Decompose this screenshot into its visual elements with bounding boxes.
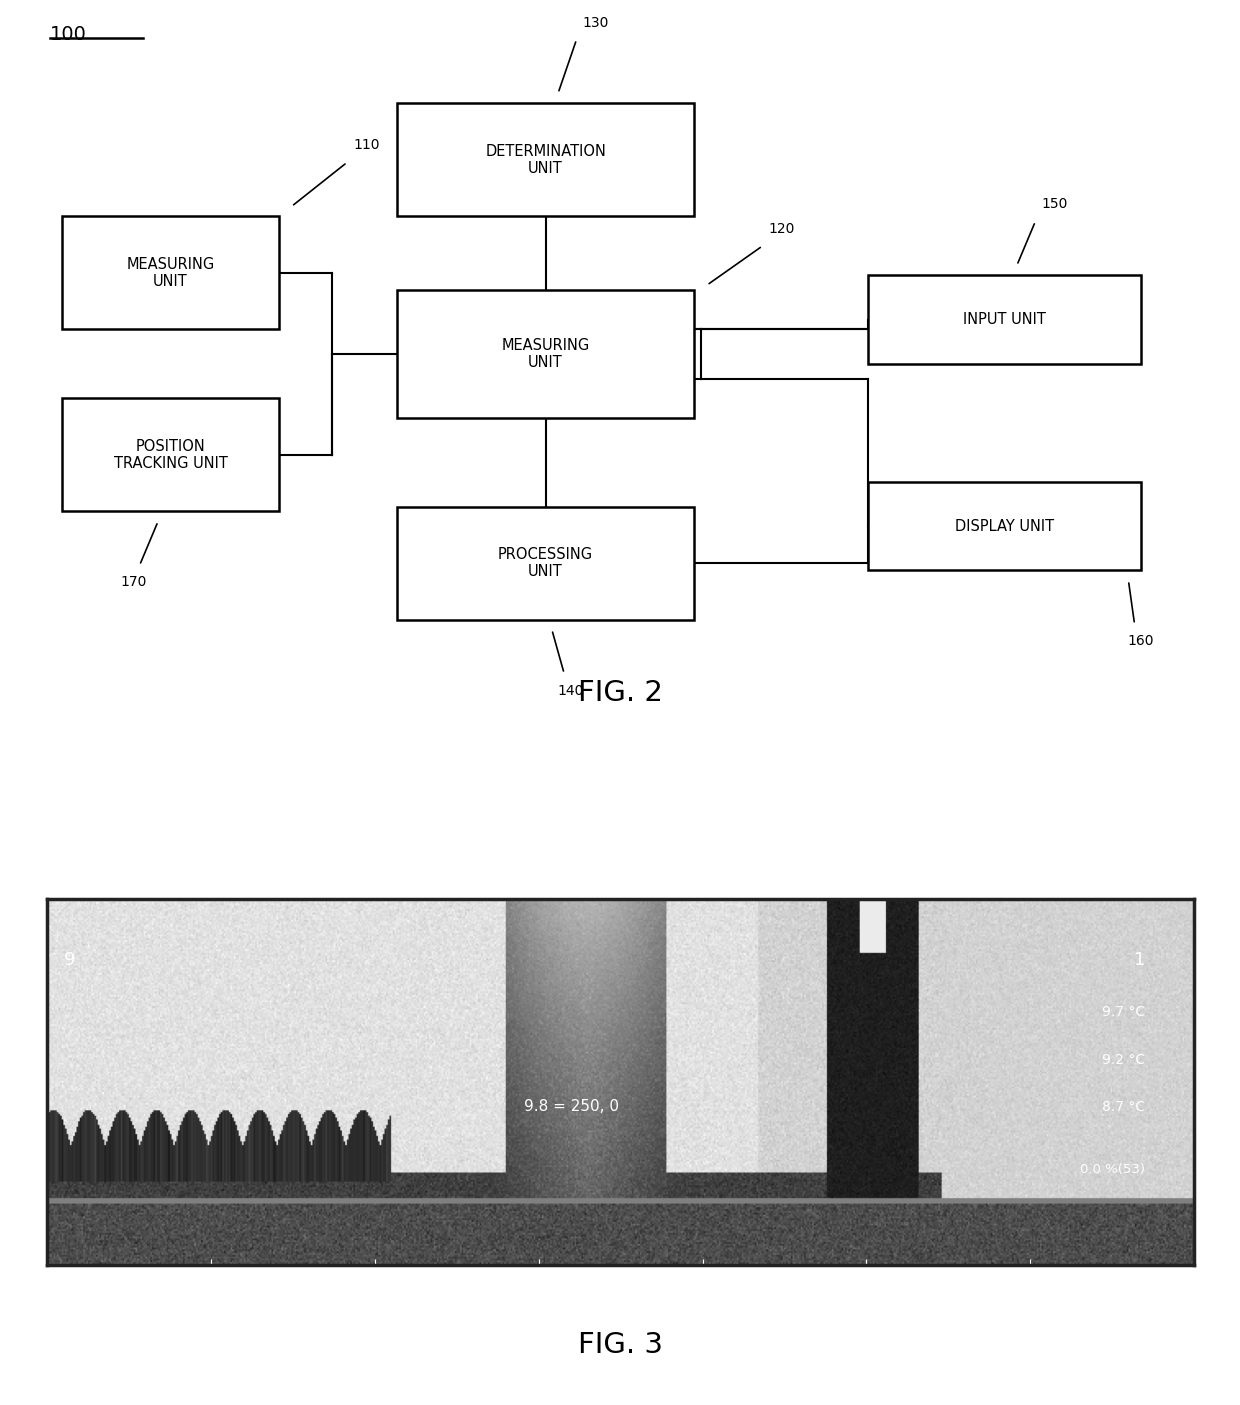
Text: FIG. 3: FIG. 3 (578, 1332, 662, 1359)
Text: 9: 9 (63, 951, 74, 969)
Text: 8.7 °C: 8.7 °C (1102, 1100, 1145, 1114)
FancyBboxPatch shape (397, 507, 694, 620)
Text: 9.2 °C: 9.2 °C (1102, 1052, 1145, 1066)
Text: 120: 120 (769, 222, 795, 236)
Text: MEASURING
UNIT: MEASURING UNIT (126, 257, 215, 289)
Text: 9.8 = 250, 0: 9.8 = 250, 0 (525, 1099, 619, 1114)
FancyBboxPatch shape (397, 291, 694, 419)
FancyBboxPatch shape (62, 399, 279, 511)
Text: 100: 100 (50, 24, 87, 44)
FancyBboxPatch shape (62, 216, 279, 329)
Text: 0.0 %(53): 0.0 %(53) (1080, 1163, 1145, 1176)
Text: 170: 170 (120, 576, 146, 589)
Text: INPUT UNIT: INPUT UNIT (963, 312, 1045, 327)
Text: 1: 1 (1133, 951, 1145, 969)
FancyBboxPatch shape (868, 275, 1141, 364)
Text: DETERMINATION
UNIT: DETERMINATION UNIT (485, 143, 606, 176)
Text: 9.7 °C: 9.7 °C (1102, 1005, 1145, 1019)
Text: DISPLAY UNIT: DISPLAY UNIT (955, 518, 1054, 534)
Text: 150: 150 (1042, 198, 1068, 211)
Text: 160: 160 (1127, 635, 1154, 648)
FancyBboxPatch shape (397, 103, 694, 216)
FancyBboxPatch shape (868, 482, 1141, 570)
Text: FIG. 2: FIG. 2 (578, 680, 662, 707)
Text: MEASURING
UNIT: MEASURING UNIT (501, 337, 590, 371)
Text: 130: 130 (583, 15, 609, 30)
Text: PROCESSING
UNIT: PROCESSING UNIT (498, 547, 593, 579)
Text: POSITION
TRACKING UNIT: POSITION TRACKING UNIT (114, 438, 227, 471)
Text: 140: 140 (557, 683, 584, 697)
Text: 110: 110 (353, 139, 379, 153)
